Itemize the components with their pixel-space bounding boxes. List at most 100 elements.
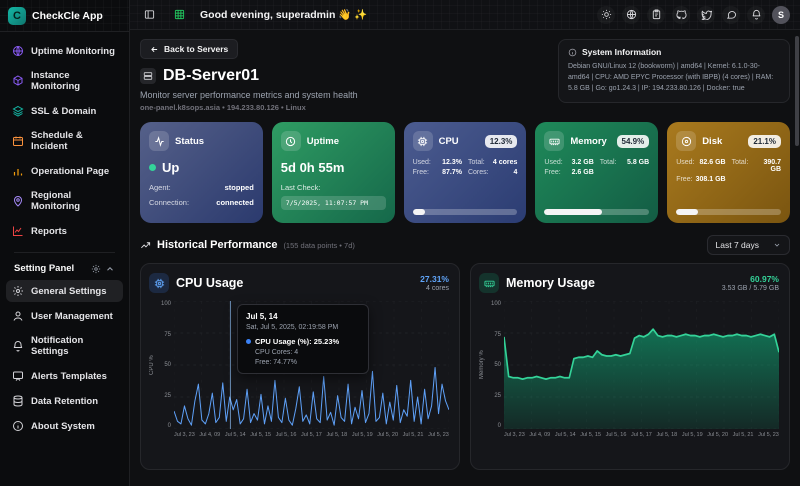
sidebar-item-reports[interactable]: Reports <box>6 220 123 242</box>
panel-toggle-icon <box>144 10 154 19</box>
memory-used: 3.2 GB <box>571 159 594 166</box>
gear-icon <box>13 286 23 296</box>
uptime-card-title: Uptime <box>306 135 339 147</box>
memory-y-axis-ticks: 100 75 50 25 0 <box>490 301 501 429</box>
cpu-y-axis-title: CPU % <box>149 355 155 375</box>
host-info: one-panel.k8sops.asia • 194.233.80.126 •… <box>140 103 306 112</box>
sidebar-item-label: Uptime Monitoring <box>31 45 115 57</box>
activity-icon <box>149 131 169 151</box>
memory-y-axis-title: Memory % <box>479 350 485 380</box>
theme-toggle-button[interactable] <box>597 5 615 24</box>
sidebar-item-uptime-monitoring[interactable]: Uptime Monitoring <box>6 40 123 62</box>
historical-performance-subtitle: (155 data points • 7d) <box>283 241 355 250</box>
tooltip-time: Sat, Jul 5, 2025, 02:19:58 PM <box>246 324 339 331</box>
app-logo-row: C CheckCle App <box>0 0 129 32</box>
chat-template-icon <box>13 371 23 381</box>
sidebar-item-label: Data Retention <box>31 395 99 407</box>
trending-up-icon <box>141 241 151 248</box>
sidebar-item-alerts-templates[interactable]: Alerts Templates <box>6 365 123 387</box>
last-check-timestamp: 7/5/2025, 11:07:57 PM <box>280 196 386 210</box>
stat-cards-row: Status Up Agent: stopped Connection: conne… <box>140 122 790 223</box>
bell-icon <box>752 9 760 20</box>
github-icon <box>675 10 687 20</box>
memory-card-title: Memory <box>570 135 607 147</box>
sidebar-item-operational-page[interactable]: Operational Page <box>6 160 123 182</box>
bell-icon <box>13 341 23 352</box>
status-card-title: Status <box>175 135 205 147</box>
cpu-chip-icon <box>149 273 169 293</box>
notifications-button[interactable] <box>747 5 765 24</box>
layers-icon <box>12 105 24 117</box>
uptime-value: 5d 0h 55m <box>280 160 345 175</box>
sidebar-item-instance-monitoring[interactable]: Instance Monitoring <box>6 65 123 97</box>
sidebar-item-ssl-domain[interactable]: SSL & Domain <box>6 100 123 122</box>
sidebar-toggle-button[interactable] <box>140 6 158 24</box>
disk-card: Disk 21.1% Used: 82.6 GB Total: 390.7 GB F… <box>667 122 790 223</box>
clock-icon <box>280 131 301 151</box>
system-info-title: System Information <box>582 47 662 57</box>
calendar-icon <box>13 136 23 146</box>
chevron-down-icon <box>774 243 780 247</box>
cpu-cores: 4 <box>513 169 518 176</box>
sidebar-item-about-system[interactable]: About System <box>6 415 123 437</box>
twitter-button[interactable] <box>697 5 715 24</box>
disk-used: 82.6 GB <box>699 159 726 166</box>
server-icon <box>140 68 156 84</box>
memory-chart-title: Memory Usage <box>506 276 595 290</box>
settings-panel-header[interactable]: Setting Panel <box>14 252 115 274</box>
language-button[interactable] <box>622 5 640 24</box>
cpu-used: 12.3% <box>442 159 462 166</box>
disk-free: 308.1 GB <box>695 176 726 183</box>
sidebar: C CheckCle App Uptime Monitoring Instanc… <box>0 0 130 486</box>
tooltip-title: Jul 5, 14 <box>246 312 278 321</box>
cpu-free: 87.7% <box>442 169 462 176</box>
scrollbar[interactable] <box>795 36 799 146</box>
user-icon <box>13 311 23 321</box>
app-name: CheckCle App <box>32 9 103 22</box>
page-subtitle: Monitor server performance metrics and s… <box>140 90 358 100</box>
info-icon <box>13 421 23 431</box>
sidebar-item-label: Operational Page <box>31 165 110 177</box>
last-check-label: Last Check: <box>280 183 321 192</box>
memory-current-sub: 3.53 GB / 5.79 GB <box>721 285 779 292</box>
memory-current-value: 60.97% <box>750 274 779 284</box>
chart-tooltip: Jul 5, 14 Sat, Jul 5, 2025, 02:19:58 PM … <box>237 304 369 374</box>
cpu-total: 4 cores <box>492 159 518 166</box>
grid-icon <box>174 9 184 20</box>
historical-performance-title: Historical Performance <box>157 239 278 251</box>
changelog-button[interactable] <box>647 5 665 24</box>
cpu-y-axis-ticks: 100 75 50 25 0 <box>160 301 171 429</box>
sidebar-item-regional-monitoring[interactable]: Regional Monitoring <box>6 185 123 217</box>
disk-icon <box>676 131 697 151</box>
greeting-text: Good evening, superadmin 👋 ✨ <box>200 9 368 21</box>
sidebar-item-user-management[interactable]: User Management <box>6 305 123 327</box>
disk-total: 390.7 GB <box>763 159 781 173</box>
sidebar-item-data-retention[interactable]: Data Retention <box>6 390 123 412</box>
sidebar-item-label: General Settings <box>31 285 107 297</box>
disk-card-title: Disk <box>702 135 723 147</box>
agent-status: stopped <box>224 183 254 192</box>
cpu-percent-badge: 12.3% <box>484 134 518 148</box>
back-to-servers-button[interactable]: Back to Servers <box>140 39 239 59</box>
sidebar-item-general-settings[interactable]: General Settings <box>6 280 123 302</box>
feedback-button[interactable] <box>722 5 740 24</box>
sidebar-item-label: Schedule & Incident <box>31 130 83 152</box>
cpu-x-axis-labels: Jul 3, 23 Jul 4, 09 Jul 5, 14 Jul 5, 15 Jul … <box>174 432 449 438</box>
grid-view-button[interactable] <box>170 6 188 24</box>
sidebar-item-notification-settings[interactable]: Notification Settings <box>6 330 123 362</box>
disk-progress-bar <box>676 209 781 215</box>
sun-icon <box>601 9 611 20</box>
memory-free: 2.6 GB <box>571 169 594 176</box>
memory-chart-plot[interactable] <box>504 301 779 429</box>
gear-icon <box>91 264 101 273</box>
globe-icon <box>13 46 23 56</box>
memory-x-axis-labels: Jul 3, 23 Jul 4, 09 Jul 5, 14 Jul 5, 15 Jul … <box>504 432 779 438</box>
sidebar-item-schedule-incident[interactable]: Schedule & Incident <box>6 125 123 157</box>
time-range-selector[interactable]: Last 7 days <box>706 235 790 255</box>
sidebar-item-label: Alerts Templates <box>31 370 107 382</box>
github-button[interactable] <box>672 5 690 24</box>
user-avatar[interactable]: S <box>772 5 790 24</box>
settings-panel-label: Setting Panel <box>14 263 75 274</box>
sidebar-nav: Uptime Monitoring Instance Monitoring SS… <box>0 32 129 437</box>
page-content: Back to Servers DB-Server01 Monitor serv… <box>130 30 800 470</box>
